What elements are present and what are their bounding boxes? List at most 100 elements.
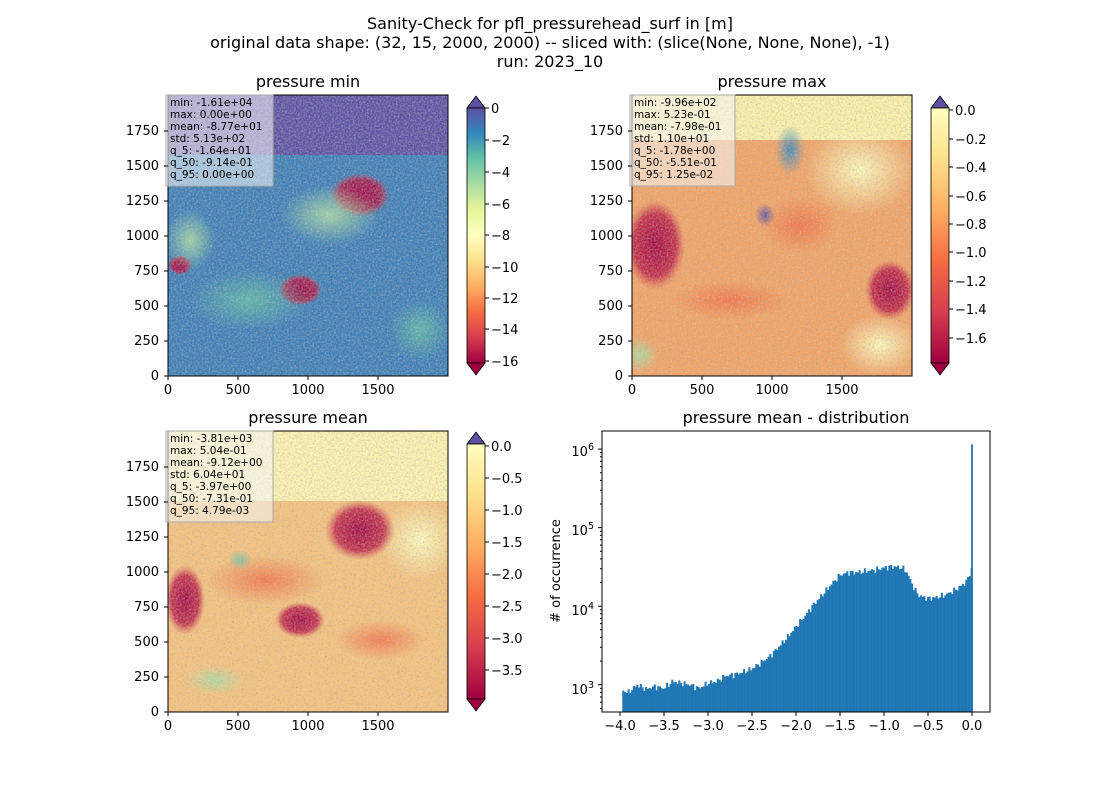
histogram-bar	[891, 569, 894, 712]
x-tick-label: −4.0	[604, 719, 636, 734]
histogram-bar	[921, 596, 924, 712]
y-tick-label: 750	[134, 600, 159, 615]
y-tick-label: 1000	[590, 229, 623, 244]
y-tick-label: 0	[151, 705, 159, 720]
histogram-bar	[811, 605, 814, 712]
histogram-bar	[956, 590, 959, 712]
histogram-bar	[723, 676, 726, 712]
histogram-bar	[671, 679, 674, 712]
histogram-bar	[837, 573, 840, 712]
histogram-bar	[900, 568, 903, 712]
histogram-bar	[865, 573, 868, 712]
colorbar-tick-label: −0.2	[955, 133, 987, 148]
x-tick-label: 500	[690, 383, 715, 398]
stats-line: min: -3.81e+03	[170, 433, 252, 445]
y-tick-label: 1750	[126, 124, 159, 139]
stats-line: q_95: 4.79e-03	[170, 505, 249, 517]
colorbar-tick-label: −1.4	[955, 303, 987, 318]
y-tick-1e5: 105	[571, 521, 594, 539]
histogram-bar	[841, 575, 844, 712]
histogram-bar	[692, 683, 695, 712]
histogram-bar	[669, 684, 672, 712]
x-tick-label: 1000	[755, 383, 788, 398]
histogram-bar	[771, 657, 774, 712]
y-tick-label: 1000	[126, 565, 159, 580]
x-tick-label: 500	[226, 383, 251, 398]
histogram-bar	[904, 572, 907, 712]
y-tick-label: 750	[134, 264, 159, 279]
histogram-bar	[702, 686, 705, 712]
histogram-bar	[919, 595, 922, 712]
histogram-bar	[842, 573, 845, 712]
histogram-bar	[832, 580, 835, 712]
colorbar-tick-label: −0.6	[955, 190, 987, 205]
histogram-bar	[835, 581, 838, 712]
histogram-bar	[662, 688, 665, 712]
histogram-bar	[844, 573, 847, 712]
y-tick-label: 1000	[126, 229, 159, 244]
colorbar-tick-label: −1.6	[955, 332, 987, 347]
colorbar-tick-label: 0.0	[491, 440, 512, 455]
histogram-bar	[625, 692, 628, 712]
histogram-bar	[674, 682, 677, 712]
title-line-1: Sanity-Check for pfl_pressurehead_surf i…	[367, 14, 733, 33]
histogram-bar	[946, 593, 949, 712]
histogram-bar	[760, 659, 763, 712]
histogram-bar	[846, 571, 849, 712]
histogram-bar	[683, 681, 686, 712]
x-tick-label: −2.0	[780, 719, 812, 734]
colorbar-tick-label: −2.0	[491, 568, 523, 583]
axis-mean: 0 500 1000 1500 0 250 500 750 1000 1250 …	[126, 460, 395, 734]
x-tick-label: −3.0	[692, 719, 724, 734]
histogram-bar	[961, 583, 964, 712]
histogram-bar	[965, 579, 968, 712]
stats-line: q_50: -9.14e-01	[170, 157, 253, 169]
histogram-bar	[744, 673, 747, 712]
y-tick-label: 1250	[590, 194, 623, 209]
histogram-bar	[916, 593, 919, 712]
histogram-bar	[863, 568, 866, 712]
heatmap-min-image	[168, 95, 448, 376]
stats-line: mean: -9.12e+00	[170, 457, 262, 469]
histogram-bar	[909, 579, 912, 712]
x-tick-label: −3.5	[648, 719, 680, 734]
histogram-bar	[776, 649, 779, 712]
histogram-bar	[830, 584, 833, 712]
histogram-bar	[778, 646, 781, 712]
y-tick-label: 750	[598, 264, 623, 279]
histogram-bar	[930, 600, 933, 712]
y-tick-label: 250	[134, 334, 159, 349]
histogram-bar	[657, 686, 660, 712]
svg-text:105: 105	[571, 521, 594, 539]
figure-title: Sanity-Check for pfl_pressurehead_surf i…	[0, 14, 1100, 71]
histogram-bar	[695, 686, 698, 712]
histogram-bar	[828, 586, 831, 712]
histogram-bar	[888, 565, 891, 712]
histogram-bar	[783, 642, 786, 712]
histogram-bar	[862, 572, 865, 712]
histogram-bar	[739, 672, 742, 712]
histogram-bar	[848, 575, 851, 712]
colorbar-tick-label: −1.2	[955, 275, 987, 290]
histogram-bar	[716, 678, 719, 712]
histogram-bar	[624, 691, 627, 712]
histogram-bar	[947, 592, 950, 712]
histogram-bar	[823, 593, 826, 712]
histogram-bar	[834, 580, 837, 712]
histogram-bar	[781, 640, 784, 712]
panel-title-distribution: pressure mean - distribution	[682, 408, 910, 427]
y-tick-label: 250	[134, 670, 159, 685]
histogram-bar	[648, 687, 651, 712]
colorbar-tick-label: −3.5	[491, 664, 523, 679]
histogram-bar	[797, 627, 800, 712]
title-line-3: run: 2023_10	[496, 52, 604, 71]
x-tick-label: 0.0	[962, 719, 983, 734]
axis-max: 0 500 1000 1500 0 250 500 750 1000 1250 …	[590, 124, 859, 398]
stats-line: max: 5.04e-01	[170, 445, 247, 457]
histogram-bar	[790, 632, 793, 712]
histogram-bar	[867, 571, 870, 712]
histogram-bar	[713, 681, 716, 712]
x-tick-label: 500	[226, 719, 251, 734]
histogram-bar	[709, 680, 712, 712]
histogram-bar	[951, 594, 954, 712]
